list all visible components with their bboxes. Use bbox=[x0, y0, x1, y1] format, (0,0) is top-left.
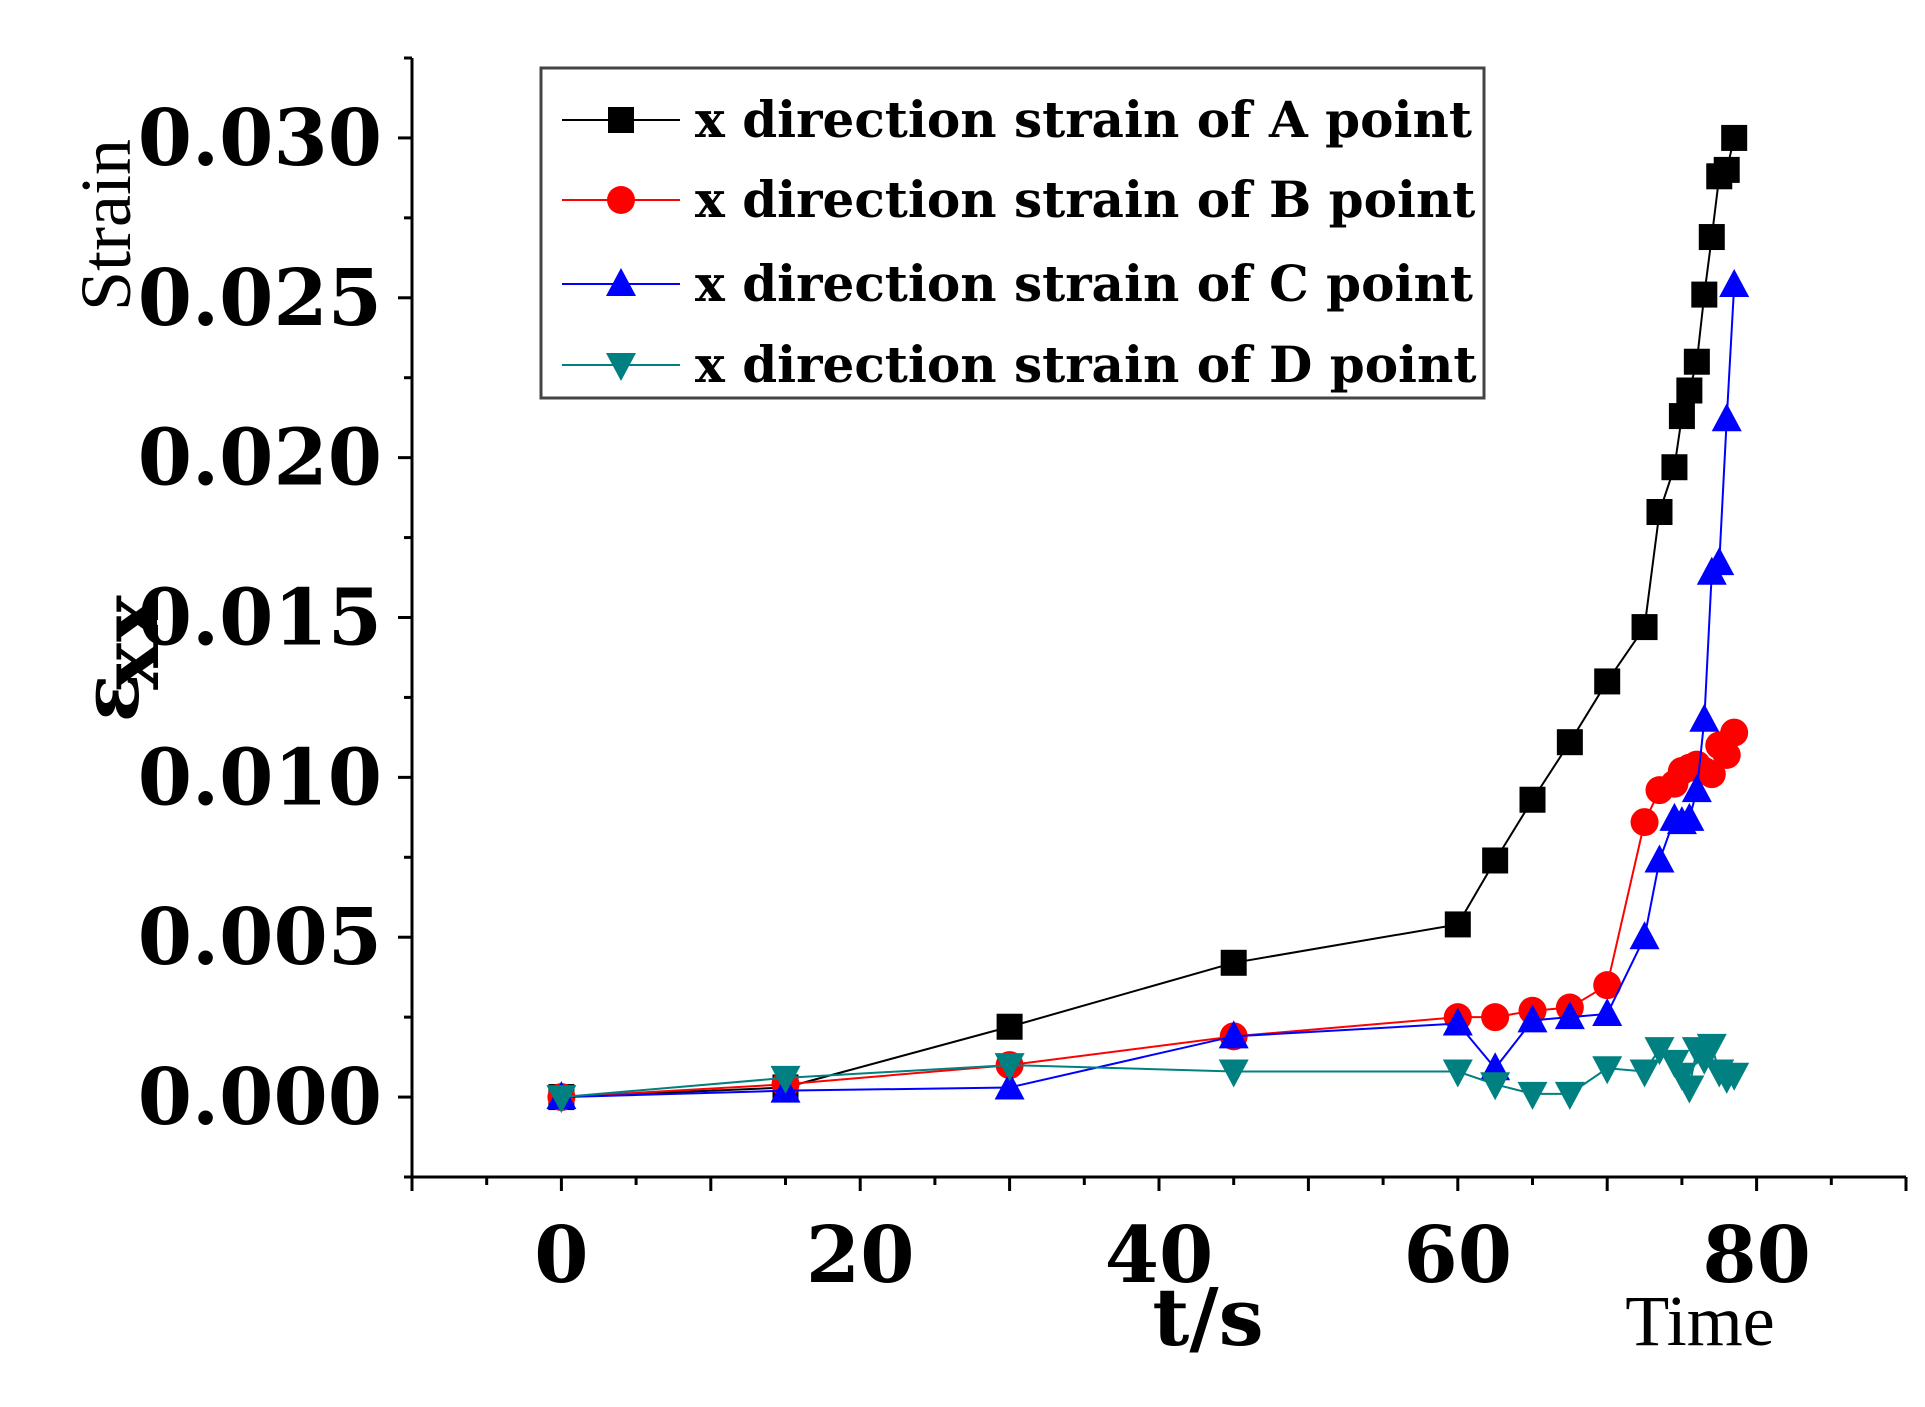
data-point bbox=[1644, 844, 1675, 873]
data-point bbox=[1646, 498, 1673, 525]
data-point bbox=[1668, 403, 1695, 430]
legend-frame bbox=[539, 66, 1486, 400]
legend-symbol bbox=[608, 107, 634, 133]
y-tick-label: 0.025 bbox=[138, 253, 382, 344]
y-axis-symbol: ε bbox=[63, 674, 157, 723]
data-point bbox=[1556, 729, 1583, 756]
data-point bbox=[1442, 1007, 1473, 1036]
legend-entry-c: x direction strain of C point bbox=[562, 254, 1473, 313]
x-side-label: Time bbox=[1625, 1281, 1774, 1361]
series-c bbox=[546, 268, 1750, 1110]
x-axis-title: t/s bbox=[1152, 1270, 1263, 1364]
y-tick-label: 0.030 bbox=[138, 93, 382, 184]
data-point bbox=[1720, 718, 1749, 747]
data-point bbox=[1592, 997, 1623, 1026]
data-point bbox=[1444, 911, 1471, 938]
data-point bbox=[1711, 403, 1742, 432]
data-point bbox=[1713, 156, 1740, 183]
data-point bbox=[1698, 224, 1725, 251]
y-tick-label: 0.005 bbox=[138, 892, 382, 983]
data-point bbox=[770, 1065, 801, 1094]
y-tick-label: 0.010 bbox=[138, 732, 382, 823]
series-d bbox=[546, 1033, 1750, 1114]
legend-label-b: x direction strain of B point bbox=[695, 170, 1475, 229]
data-point bbox=[1629, 921, 1660, 950]
x-tick-label: 0 bbox=[534, 1210, 588, 1301]
legend-label-c: x direction strain of C point bbox=[695, 254, 1473, 313]
data-point bbox=[1719, 268, 1750, 297]
legend-symbol bbox=[606, 268, 636, 296]
data-point bbox=[546, 1085, 577, 1114]
x-tick-label: 20 bbox=[806, 1210, 915, 1301]
legend-symbol bbox=[607, 186, 635, 214]
legend-entry-a: x direction strain of A point bbox=[562, 90, 1472, 149]
data-point bbox=[1697, 760, 1726, 789]
legend-entry-d: x direction strain of D point bbox=[562, 335, 1477, 394]
data-point bbox=[1676, 377, 1703, 404]
y-tick-label: 0.020 bbox=[138, 413, 382, 504]
y-tick-label: 0.000 bbox=[138, 1052, 382, 1143]
data-point bbox=[1220, 949, 1247, 976]
data-point bbox=[1554, 1001, 1585, 1030]
data-point bbox=[1481, 1003, 1510, 1032]
data-point bbox=[994, 1071, 1025, 1100]
legend-marker-b bbox=[607, 186, 635, 214]
data-point bbox=[1719, 1062, 1750, 1091]
data-point bbox=[1218, 1059, 1249, 1088]
x-tick-label: 60 bbox=[1404, 1210, 1513, 1301]
legend-symbol bbox=[606, 353, 636, 381]
data-point bbox=[1631, 614, 1658, 641]
data-point bbox=[1592, 1056, 1623, 1085]
y-axis-subscript: xx bbox=[83, 593, 177, 690]
legend-marker-d bbox=[606, 353, 636, 381]
y-tick-label: 0.015 bbox=[138, 573, 382, 664]
axis-titles: t/s Time Strain ε xx bbox=[63, 139, 1775, 1364]
y-side-label: Strain bbox=[66, 139, 146, 311]
data-point bbox=[1593, 971, 1622, 1000]
series-a bbox=[548, 124, 1748, 1111]
data-point bbox=[1689, 703, 1720, 732]
legend-entry-b: x direction strain of B point bbox=[562, 170, 1475, 229]
data-point bbox=[1630, 808, 1659, 837]
legend-label-d: x direction strain of D point bbox=[695, 335, 1477, 394]
data-point bbox=[1721, 124, 1748, 151]
data-point bbox=[1594, 668, 1621, 695]
data-point bbox=[1517, 1081, 1548, 1110]
data-point bbox=[1661, 454, 1688, 481]
data-point bbox=[1629, 1059, 1660, 1088]
plot-area bbox=[546, 124, 1750, 1114]
data-point bbox=[1480, 1072, 1511, 1101]
data-point bbox=[996, 1013, 1023, 1040]
data-point bbox=[1517, 1004, 1548, 1033]
data-point bbox=[1696, 1033, 1727, 1062]
legend: x direction strain of A point x directio… bbox=[539, 66, 1486, 400]
data-point bbox=[1519, 786, 1546, 813]
legend-marker-c bbox=[606, 268, 636, 296]
legend-label-a: x direction strain of A point bbox=[695, 90, 1472, 149]
data-point bbox=[1644, 1037, 1675, 1066]
series-line bbox=[561, 732, 1736, 1099]
data-point bbox=[1218, 1020, 1249, 1049]
data-point bbox=[1482, 847, 1509, 874]
y-axis-title: ε xx bbox=[63, 593, 177, 722]
data-point bbox=[1704, 547, 1735, 576]
data-point bbox=[1712, 740, 1741, 769]
data-point bbox=[994, 1053, 1025, 1082]
data-point bbox=[1681, 774, 1712, 803]
axis-ticks: 0 20 40 60 80 0.000 0.005 0.010 0.015 0.020 0.025 0… bbox=[138, 56, 1908, 1301]
data-point bbox=[1554, 1081, 1585, 1110]
legend-marker-a bbox=[608, 107, 634, 133]
x-tick-label: 40 bbox=[1105, 1210, 1214, 1301]
data-point bbox=[1683, 348, 1710, 375]
x-tick-label: 80 bbox=[1702, 1210, 1811, 1301]
data-point bbox=[1442, 1059, 1473, 1088]
data-point bbox=[1674, 1075, 1705, 1104]
data-point bbox=[1674, 802, 1705, 831]
series-line bbox=[561, 284, 1736, 1099]
series-b bbox=[547, 718, 1749, 1112]
data-point bbox=[1691, 281, 1718, 308]
